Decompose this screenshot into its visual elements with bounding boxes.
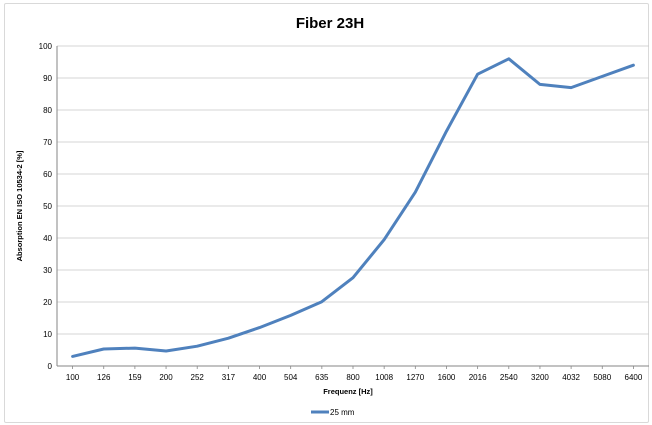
y-tick-label: 0	[48, 362, 53, 371]
x-tick-label: 635	[315, 373, 329, 382]
chart-frame: Fiber 23H 0 10 20 30 40 50 60 70 80 90 100 100 126 1…	[4, 3, 649, 423]
y-tick-label: 70	[43, 138, 52, 147]
x-tick-label: 100	[66, 373, 80, 382]
x-tick-label: 6400	[625, 373, 643, 382]
legend: 25 mm	[311, 408, 355, 417]
x-tick-label: 252	[191, 373, 205, 382]
y-tick-label: 50	[43, 202, 52, 211]
x-tick-labels: 100 126 159 200 252 317 400 504 635 800 1008 1270 16…	[66, 373, 643, 382]
x-tick-label: 200	[159, 373, 173, 382]
series-lines	[71, 57, 635, 358]
x-tick-label: 2016	[469, 373, 487, 382]
y-tick-label: 60	[43, 170, 52, 179]
chart-title: Fiber 23H	[296, 15, 364, 32]
x-tick-label: 3200	[531, 373, 549, 382]
y-tick-label: 40	[43, 234, 52, 243]
series-line-0	[71, 57, 635, 358]
axes	[56, 46, 649, 369]
x-tick-label: 1600	[438, 373, 456, 382]
y-tick-label: 100	[39, 42, 53, 51]
x-tick-label: 1270	[406, 373, 424, 382]
y-tick-label: 20	[43, 298, 52, 307]
x-tick-label: 159	[128, 373, 142, 382]
y-tick-label: 30	[43, 266, 52, 275]
legend-label-25mm: 25 mm	[330, 408, 355, 417]
x-tick-label: 504	[284, 373, 298, 382]
x-tick-label: 4032	[562, 373, 580, 382]
gridlines	[57, 45, 649, 335]
y-tick-label: 10	[43, 330, 52, 339]
x-tick-label: 126	[97, 373, 111, 382]
y-axis-label: Absorption EN ISO 10534-2 [%]	[15, 150, 24, 261]
x-tick-label: 317	[222, 373, 236, 382]
x-tick-label: 5080	[593, 373, 611, 382]
y-tick-label: 90	[43, 74, 52, 83]
x-tick-label: 800	[346, 373, 360, 382]
y-tick-label: 80	[43, 106, 52, 115]
y-tick-labels: 0 10 20 30 40 50 60 70 80 90 100	[39, 42, 53, 371]
x-tick-label: 2540	[500, 373, 518, 382]
x-tick-label: 400	[253, 373, 267, 382]
x-axis-label: Frequenz [Hz]	[323, 387, 373, 396]
x-tick-label: 1008	[375, 373, 393, 382]
